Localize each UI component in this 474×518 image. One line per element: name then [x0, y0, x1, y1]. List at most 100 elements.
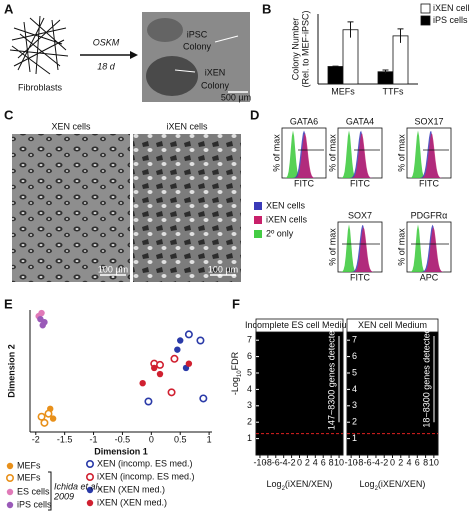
point — [44, 409, 53, 418]
axis-label: Log2(iXEN/XEN) — [360, 479, 426, 491]
x-tick-label: -2 — [32, 434, 40, 444]
histogram-curve — [338, 225, 382, 272]
point — [37, 412, 46, 421]
x-tick-label: -10 — [345, 457, 358, 467]
scale-label: 500 µm — [221, 92, 251, 102]
legend-swatch — [254, 202, 262, 210]
x-tick-label: 10 — [334, 457, 344, 467]
histogram-y-label: % of max — [271, 134, 281, 172]
histogram-title: GATA4 — [346, 116, 374, 126]
point — [40, 418, 49, 427]
x-tick-label: 8 — [329, 457, 334, 467]
legend-swatch — [420, 3, 431, 14]
histogram-title: PDGFRα — [411, 210, 448, 220]
point — [156, 370, 164, 378]
histogram-curve — [407, 224, 451, 272]
point — [38, 309, 45, 317]
axis-label-part: (iXEN/XEN) — [285, 479, 333, 489]
x-tick-label: 0 — [149, 434, 154, 444]
y-tick-label: 6 — [247, 351, 252, 361]
panel-letter: C — [4, 107, 14, 122]
colony — [146, 56, 198, 96]
y-tick-label: 2 — [247, 417, 252, 427]
y-tick-label: 3 — [352, 400, 357, 410]
x-tick-label: -2 — [380, 457, 388, 467]
factors: OSKM — [93, 37, 120, 47]
colony-label: iPSC — [187, 29, 208, 39]
colony-label: Colony — [183, 41, 212, 51]
legend-label: MEFs — [17, 472, 41, 482]
x-tick-label: -6 — [272, 457, 280, 467]
title-box — [346, 318, 439, 333]
x-tick-label: -4 — [372, 457, 380, 467]
legend-label: iXEN cells — [266, 214, 308, 224]
micrograph — [133, 134, 241, 282]
point — [185, 360, 193, 367]
pointer — [214, 35, 239, 43]
panel-letter: E — [4, 296, 13, 311]
point — [151, 364, 158, 372]
legend-swatch — [254, 216, 262, 224]
histogram-title: GATA6 — [290, 116, 318, 126]
point — [49, 415, 57, 422]
x-tick-label: -8 — [264, 457, 272, 467]
micrograph — [12, 134, 130, 282]
source-label: Fibroblasts — [18, 82, 63, 92]
x-tick-label: 4 — [313, 457, 318, 467]
x-tick-label: 2 — [398, 457, 403, 467]
legend-note: Ichida et al., — [54, 481, 103, 491]
x-tick-label: 0 — [297, 457, 302, 467]
x-tick-label: 10 — [429, 457, 439, 467]
y-axis-label: Dimension 2 — [6, 344, 16, 398]
y-tick-label: 5 — [352, 367, 357, 377]
histogram-x-label: FITC — [350, 178, 370, 188]
y-tick-label: 4 — [352, 384, 357, 394]
legend-label: ES cells — [17, 486, 50, 496]
panel-letter: B — [262, 1, 271, 16]
axis-label-sub: 10 — [237, 370, 243, 377]
histogram-x-label: FITC — [294, 178, 314, 188]
axis-label: Log2(iXEN/XEN) — [267, 479, 333, 491]
x-tick-label: -4 — [280, 457, 288, 467]
plot-background — [255, 331, 344, 456]
point — [139, 380, 146, 387]
histogram-y-label: % of max — [327, 134, 337, 172]
histogram-curve — [338, 224, 382, 272]
panel-letter: F — [232, 296, 240, 311]
image-label: XEN cells — [51, 121, 91, 131]
arrow-head — [130, 51, 138, 59]
y-axis-label: (Rel. to MEF-iPSC) — [300, 10, 310, 87]
axis-label-part: FDR — [230, 351, 240, 370]
point — [156, 360, 165, 369]
axis-label: -Log10FDR — [230, 351, 242, 395]
x-tick-label: -10 — [253, 457, 266, 467]
histogram-x-label: APC — [420, 272, 439, 282]
x-axis-label: Dimension 1 — [94, 446, 148, 456]
histogram-x-label: FITC — [350, 272, 370, 282]
x-tick-label: -2 — [288, 457, 296, 467]
legend-label: XEN (incomp. ES med.) — [97, 458, 193, 468]
legend-label: XEN cells — [266, 200, 306, 210]
x-tick-label: 2 — [305, 457, 310, 467]
histogram-curve — [407, 227, 451, 272]
histogram-curve — [282, 130, 326, 178]
point — [196, 336, 205, 345]
legend-label: 2º only — [266, 228, 294, 238]
y-tick-label: 5 — [247, 367, 252, 377]
y-tick-label: 1 — [247, 433, 252, 443]
histogram-curve — [338, 227, 382, 272]
x-tick-label: 4 — [407, 457, 412, 467]
x-tick-label: -0.5 — [115, 434, 131, 444]
fibroblast-mesh — [9, 15, 69, 75]
x-tick-label: 6 — [321, 457, 326, 467]
x-tick-label: -6 — [364, 457, 372, 467]
legend-marker — [6, 462, 14, 470]
x-tick-label: 0 — [390, 457, 395, 467]
legend-label: XEN (XEN med.) — [97, 484, 165, 494]
colony-label: iXEN — [205, 67, 226, 77]
bar — [327, 66, 344, 85]
y-tick-label: 1 — [352, 433, 357, 443]
legend-marker — [6, 473, 15, 482]
legend-marker — [86, 486, 94, 494]
x-tick-label: -1 — [90, 434, 98, 444]
